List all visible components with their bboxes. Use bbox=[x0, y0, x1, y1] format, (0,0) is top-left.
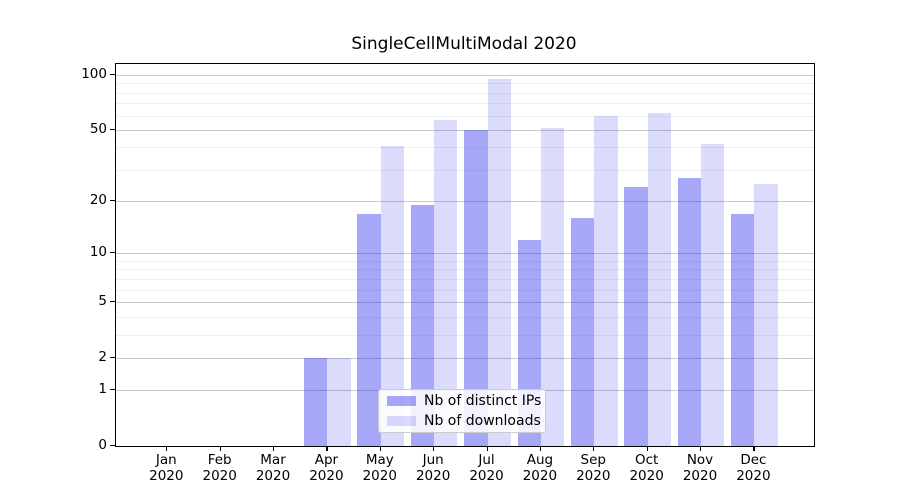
legend-label: Nb of downloads bbox=[424, 413, 541, 429]
x-tick-dec bbox=[753, 446, 755, 451]
y-tick-label-10: 10 bbox=[89, 244, 107, 261]
legend: Nb of distinct IPs Nb of downloads bbox=[378, 389, 546, 433]
legend-swatch-dark bbox=[387, 396, 416, 406]
minor-gridline-7 bbox=[116, 278, 814, 280]
bar-downloads-sep bbox=[594, 115, 618, 446]
x-tick-label-jun: Jun 2020 bbox=[415, 452, 451, 484]
x-tick-label-aug: Aug 2020 bbox=[522, 452, 558, 484]
y-tick-50 bbox=[110, 128, 115, 131]
x-tick-jan bbox=[166, 446, 168, 451]
bar-downloads-may bbox=[380, 145, 405, 446]
y-tick-0 bbox=[110, 445, 115, 447]
legend-swatch-light bbox=[387, 416, 416, 426]
x-tick-label-oct: Oct 2020 bbox=[629, 452, 664, 484]
x-tick-aug bbox=[539, 446, 542, 451]
minor-gridline-70 bbox=[116, 103, 814, 105]
major-gridline-2 bbox=[116, 357, 814, 359]
x-tick-label-nov: Nov 2020 bbox=[682, 452, 718, 484]
x-tick-jun bbox=[433, 446, 435, 451]
bar-downloads-jun bbox=[434, 119, 458, 446]
minor-gridline-40 bbox=[116, 147, 814, 149]
y-tick-label-5: 5 bbox=[98, 292, 107, 309]
x-tick-label-feb: Feb 2020 bbox=[202, 452, 237, 484]
y-tick-label-100: 100 bbox=[81, 66, 107, 82]
y-tick-label-2: 2 bbox=[98, 348, 107, 365]
bar-ips-oct bbox=[624, 187, 648, 446]
x-tick-jul bbox=[486, 446, 488, 451]
minor-gridline-30 bbox=[116, 169, 814, 171]
bar-downloads-oct bbox=[647, 112, 671, 446]
y-tick-10 bbox=[110, 252, 115, 254]
x-tick-label-apr: Apr 2020 bbox=[309, 452, 344, 484]
y-tick-20 bbox=[110, 200, 115, 202]
legend-item-downloads: Nb of downloads bbox=[387, 413, 541, 429]
y-tick-100 bbox=[110, 74, 115, 76]
y-tick-label-0: 0 bbox=[98, 437, 107, 453]
x-tick-label-dec: Dec 2020 bbox=[736, 452, 771, 484]
bar-ips-apr bbox=[304, 357, 328, 446]
x-tick-feb bbox=[219, 446, 221, 451]
y-tick-label-1: 1 bbox=[98, 381, 107, 398]
x-tick-may bbox=[379, 446, 381, 451]
bar-ips-may bbox=[357, 213, 381, 446]
y-tick-5 bbox=[110, 300, 115, 303]
legend-label: Nb of distinct IPs bbox=[424, 393, 542, 409]
x-tick-label-sep: Sep 2020 bbox=[576, 452, 611, 484]
bar-downloads-jul bbox=[487, 79, 511, 446]
x-tick-label-jul: Jul 2020 bbox=[469, 452, 504, 484]
minor-gridline-80 bbox=[116, 92, 814, 94]
x-tick-oct bbox=[646, 446, 648, 451]
minor-gridline-3 bbox=[116, 334, 814, 336]
major-gridline-10 bbox=[116, 253, 814, 255]
bar-ips-sep bbox=[570, 218, 595, 446]
minor-gridline-60 bbox=[116, 115, 814, 117]
x-tick-apr bbox=[326, 446, 328, 451]
bar-ips-jul bbox=[464, 129, 488, 446]
x-tick-nov bbox=[700, 446, 702, 451]
x-tick-label-may: May 2020 bbox=[362, 452, 397, 484]
bar-downloads-aug bbox=[540, 128, 565, 446]
chart-title: SingleCellMultiModal 2020 bbox=[351, 34, 577, 54]
x-tick-sep bbox=[593, 446, 595, 451]
major-gridline-20 bbox=[116, 201, 814, 203]
major-gridline-50 bbox=[116, 129, 814, 131]
y-tick-label-50: 50 bbox=[89, 120, 107, 137]
bar-ips-jun bbox=[410, 205, 435, 446]
bar-downloads-nov bbox=[701, 143, 725, 446]
legend-item-distinct-ips: Nb of distinct IPs bbox=[387, 393, 541, 409]
bar-downloads-apr bbox=[327, 357, 351, 446]
major-gridline-100 bbox=[116, 75, 814, 76]
y-tick-label-20: 20 bbox=[89, 192, 107, 209]
x-tick-label-mar: Mar 2020 bbox=[255, 452, 291, 484]
y-tick-2 bbox=[110, 356, 115, 358]
x-tick-label-jan: Jan 2020 bbox=[149, 452, 184, 484]
minor-gridline-9 bbox=[116, 260, 814, 262]
minor-gridline-4 bbox=[116, 316, 814, 318]
y-tick-1 bbox=[110, 389, 115, 391]
minor-gridline-90 bbox=[116, 83, 814, 85]
bar-ips-dec bbox=[731, 213, 755, 446]
minor-gridline-6 bbox=[116, 289, 814, 291]
minor-gridline-8 bbox=[116, 269, 814, 271]
plot-area bbox=[115, 63, 815, 447]
bar-ips-nov bbox=[677, 178, 702, 446]
major-gridline-5 bbox=[116, 301, 814, 303]
x-tick-mar bbox=[273, 446, 275, 451]
bar-downloads-dec bbox=[754, 184, 778, 446]
